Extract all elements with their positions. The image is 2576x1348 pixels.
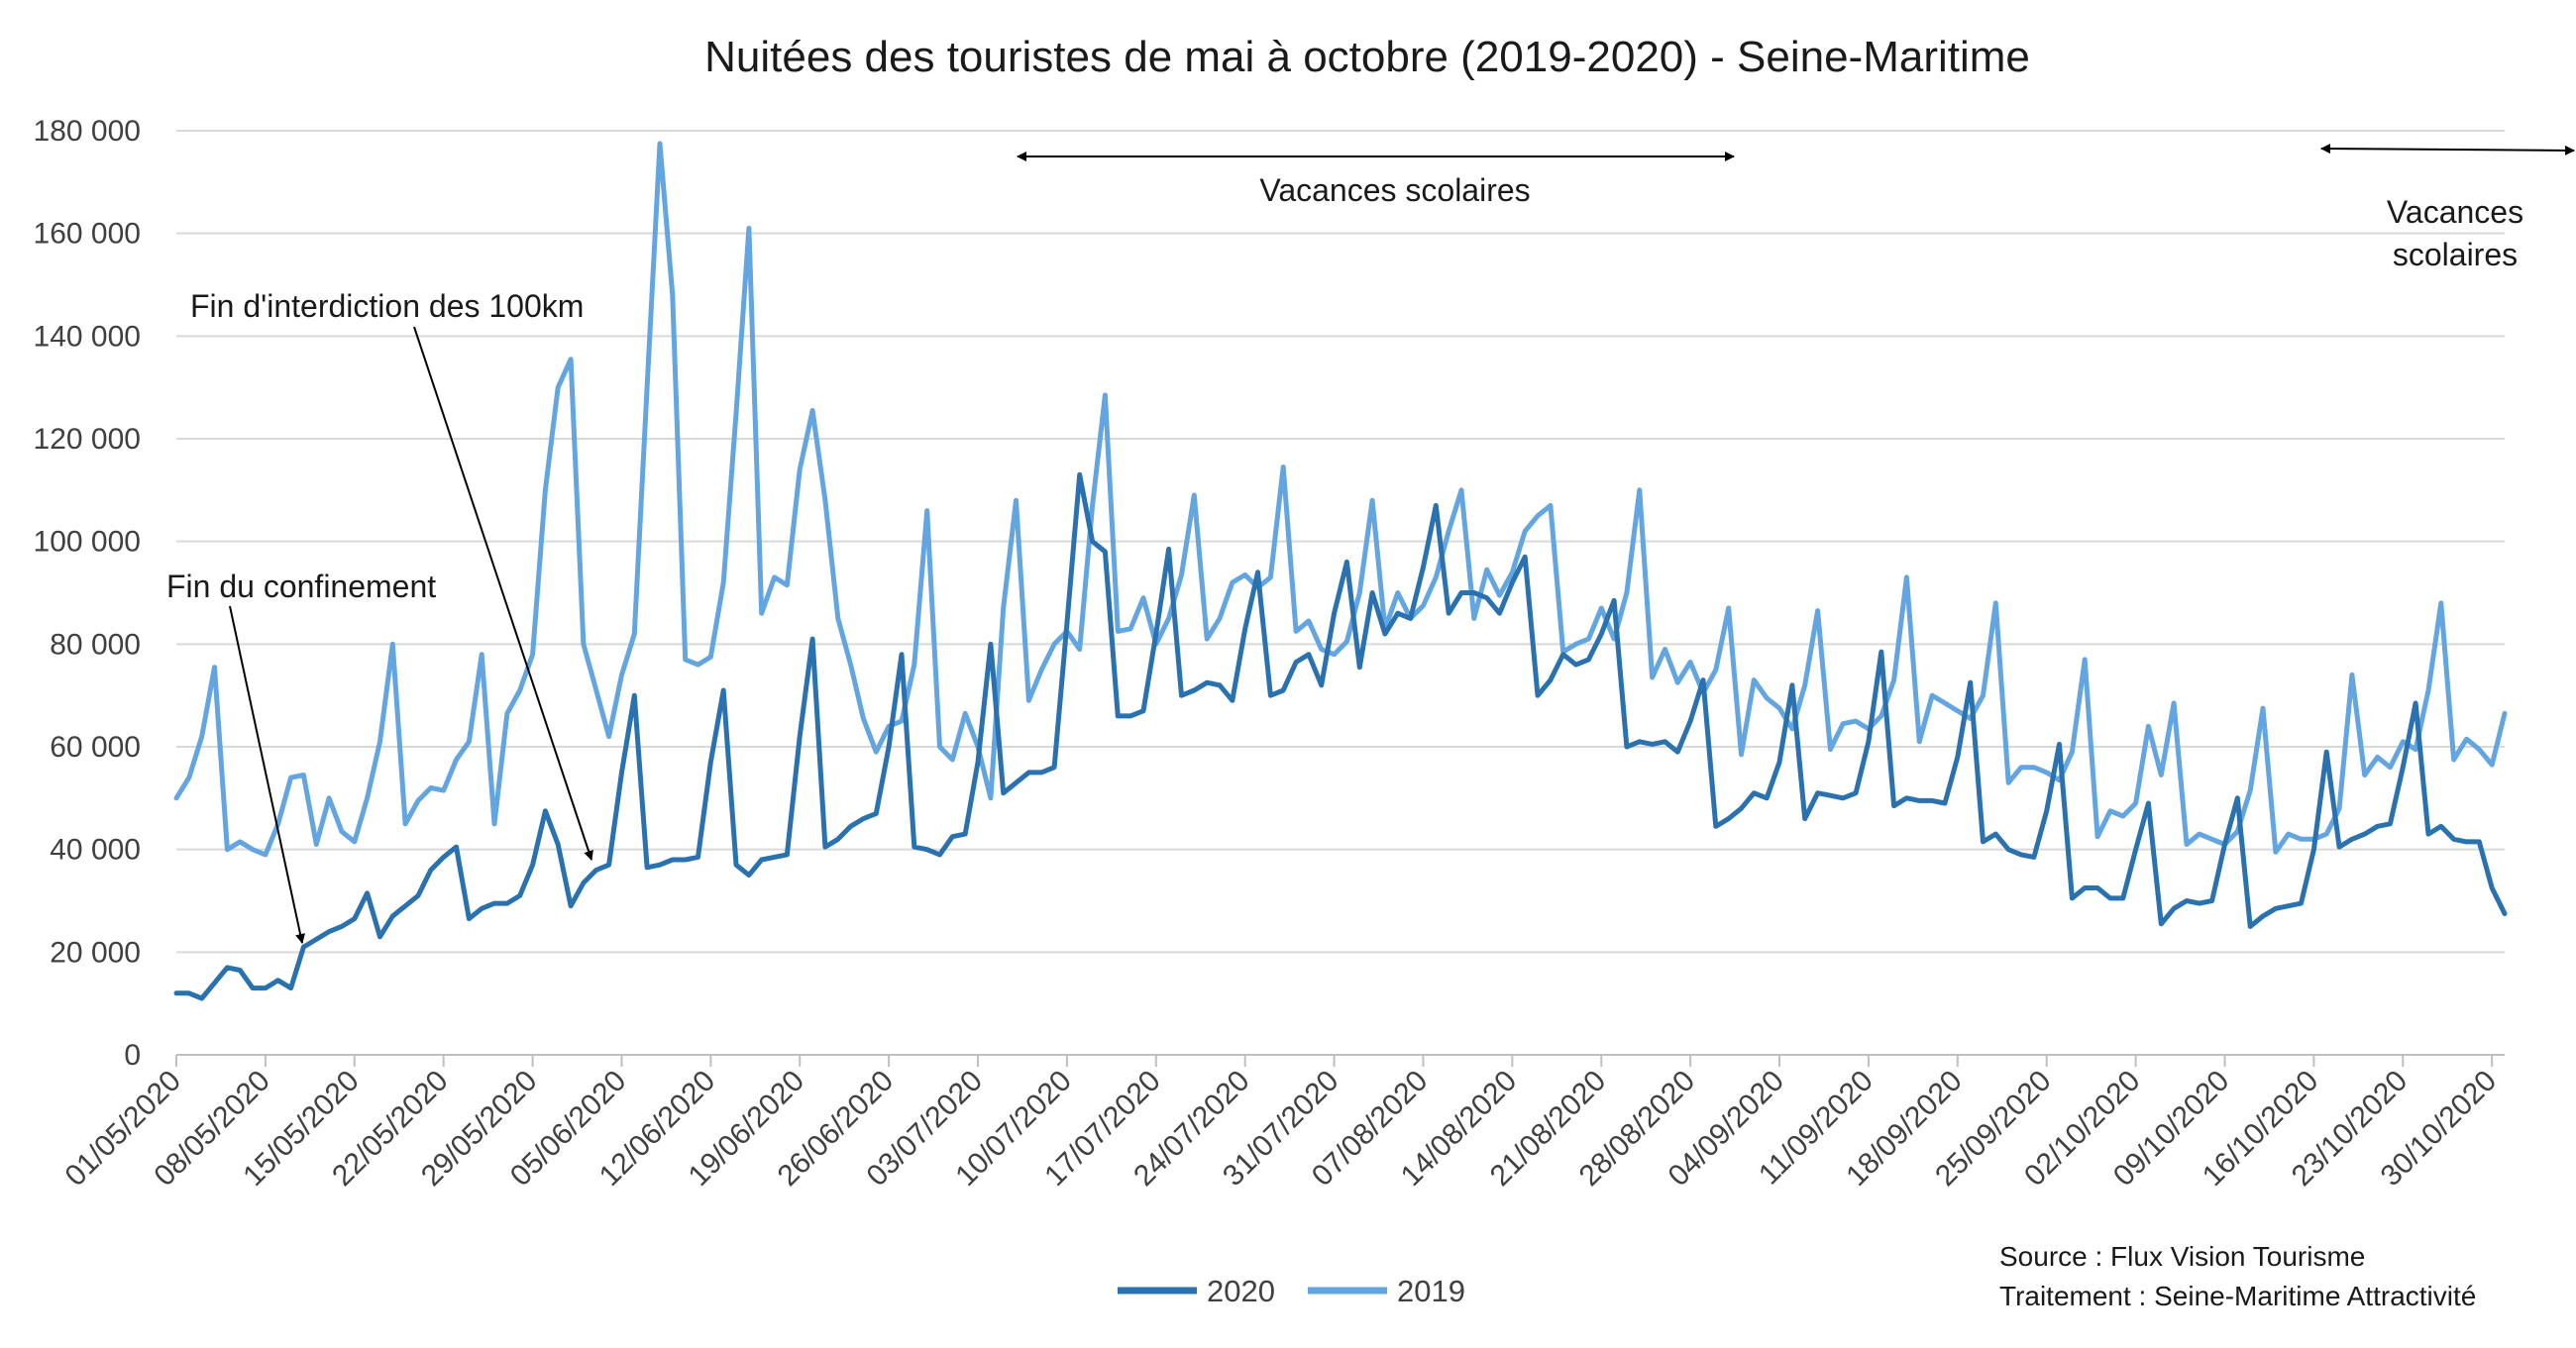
y-tick-label: 120 000 [34,423,141,456]
y-tick-label: 60 000 [50,731,141,764]
arrow-interdiction [413,326,593,861]
arrow-confinement [229,605,305,944]
y-tick-label: 140 000 [34,320,141,353]
series-layer [173,141,2508,1001]
y-tick-label: 20 000 [50,936,141,969]
vacances-arrow-autumn [2320,144,2575,156]
y-tick-label: 0 [124,1039,141,1072]
series-line-2020 [173,471,2508,1001]
legend: 2020 2019 [1118,1274,1465,1308]
legend-label-2020: 2020 [1207,1274,1275,1308]
x-axis-ticks: 01/05/202008/05/202015/05/202022/05/2020… [58,1055,2503,1192]
source-line-2: Traitement : Seine-Maritime Attractivité [1999,1281,2476,1311]
y-tick-label: 160 000 [34,218,141,251]
chart-title: Nuitées des touristes de mai à octobre (… [704,33,2030,81]
y-tick-label: 180 000 [34,115,141,148]
legend-label-2019: 2019 [1397,1274,1465,1308]
vacances-label-autumn-line1: Vacances [2387,194,2523,230]
source-line-1: Source : Flux Vision Tourisme [1999,1241,2365,1272]
y-tick-label: 40 000 [50,834,141,867]
vacances-label-autumn-line2: scolaires [2393,237,2518,272]
y-axis-ticks: 0 20 000 40 000 60 000 80 000 100 000 120 000 1… [34,115,141,1072]
series-line-2019 [173,141,2508,858]
gridlines [176,130,2505,954]
y-tick-label: 100 000 [34,526,141,559]
annotation-confinement: Fin du confinement [166,569,436,604]
vacances-label-summer: Vacances scolaires [1259,172,1530,208]
annotation-interdiction: Fin d'interdiction des 100km [190,288,584,324]
y-tick-label: 80 000 [50,628,141,661]
